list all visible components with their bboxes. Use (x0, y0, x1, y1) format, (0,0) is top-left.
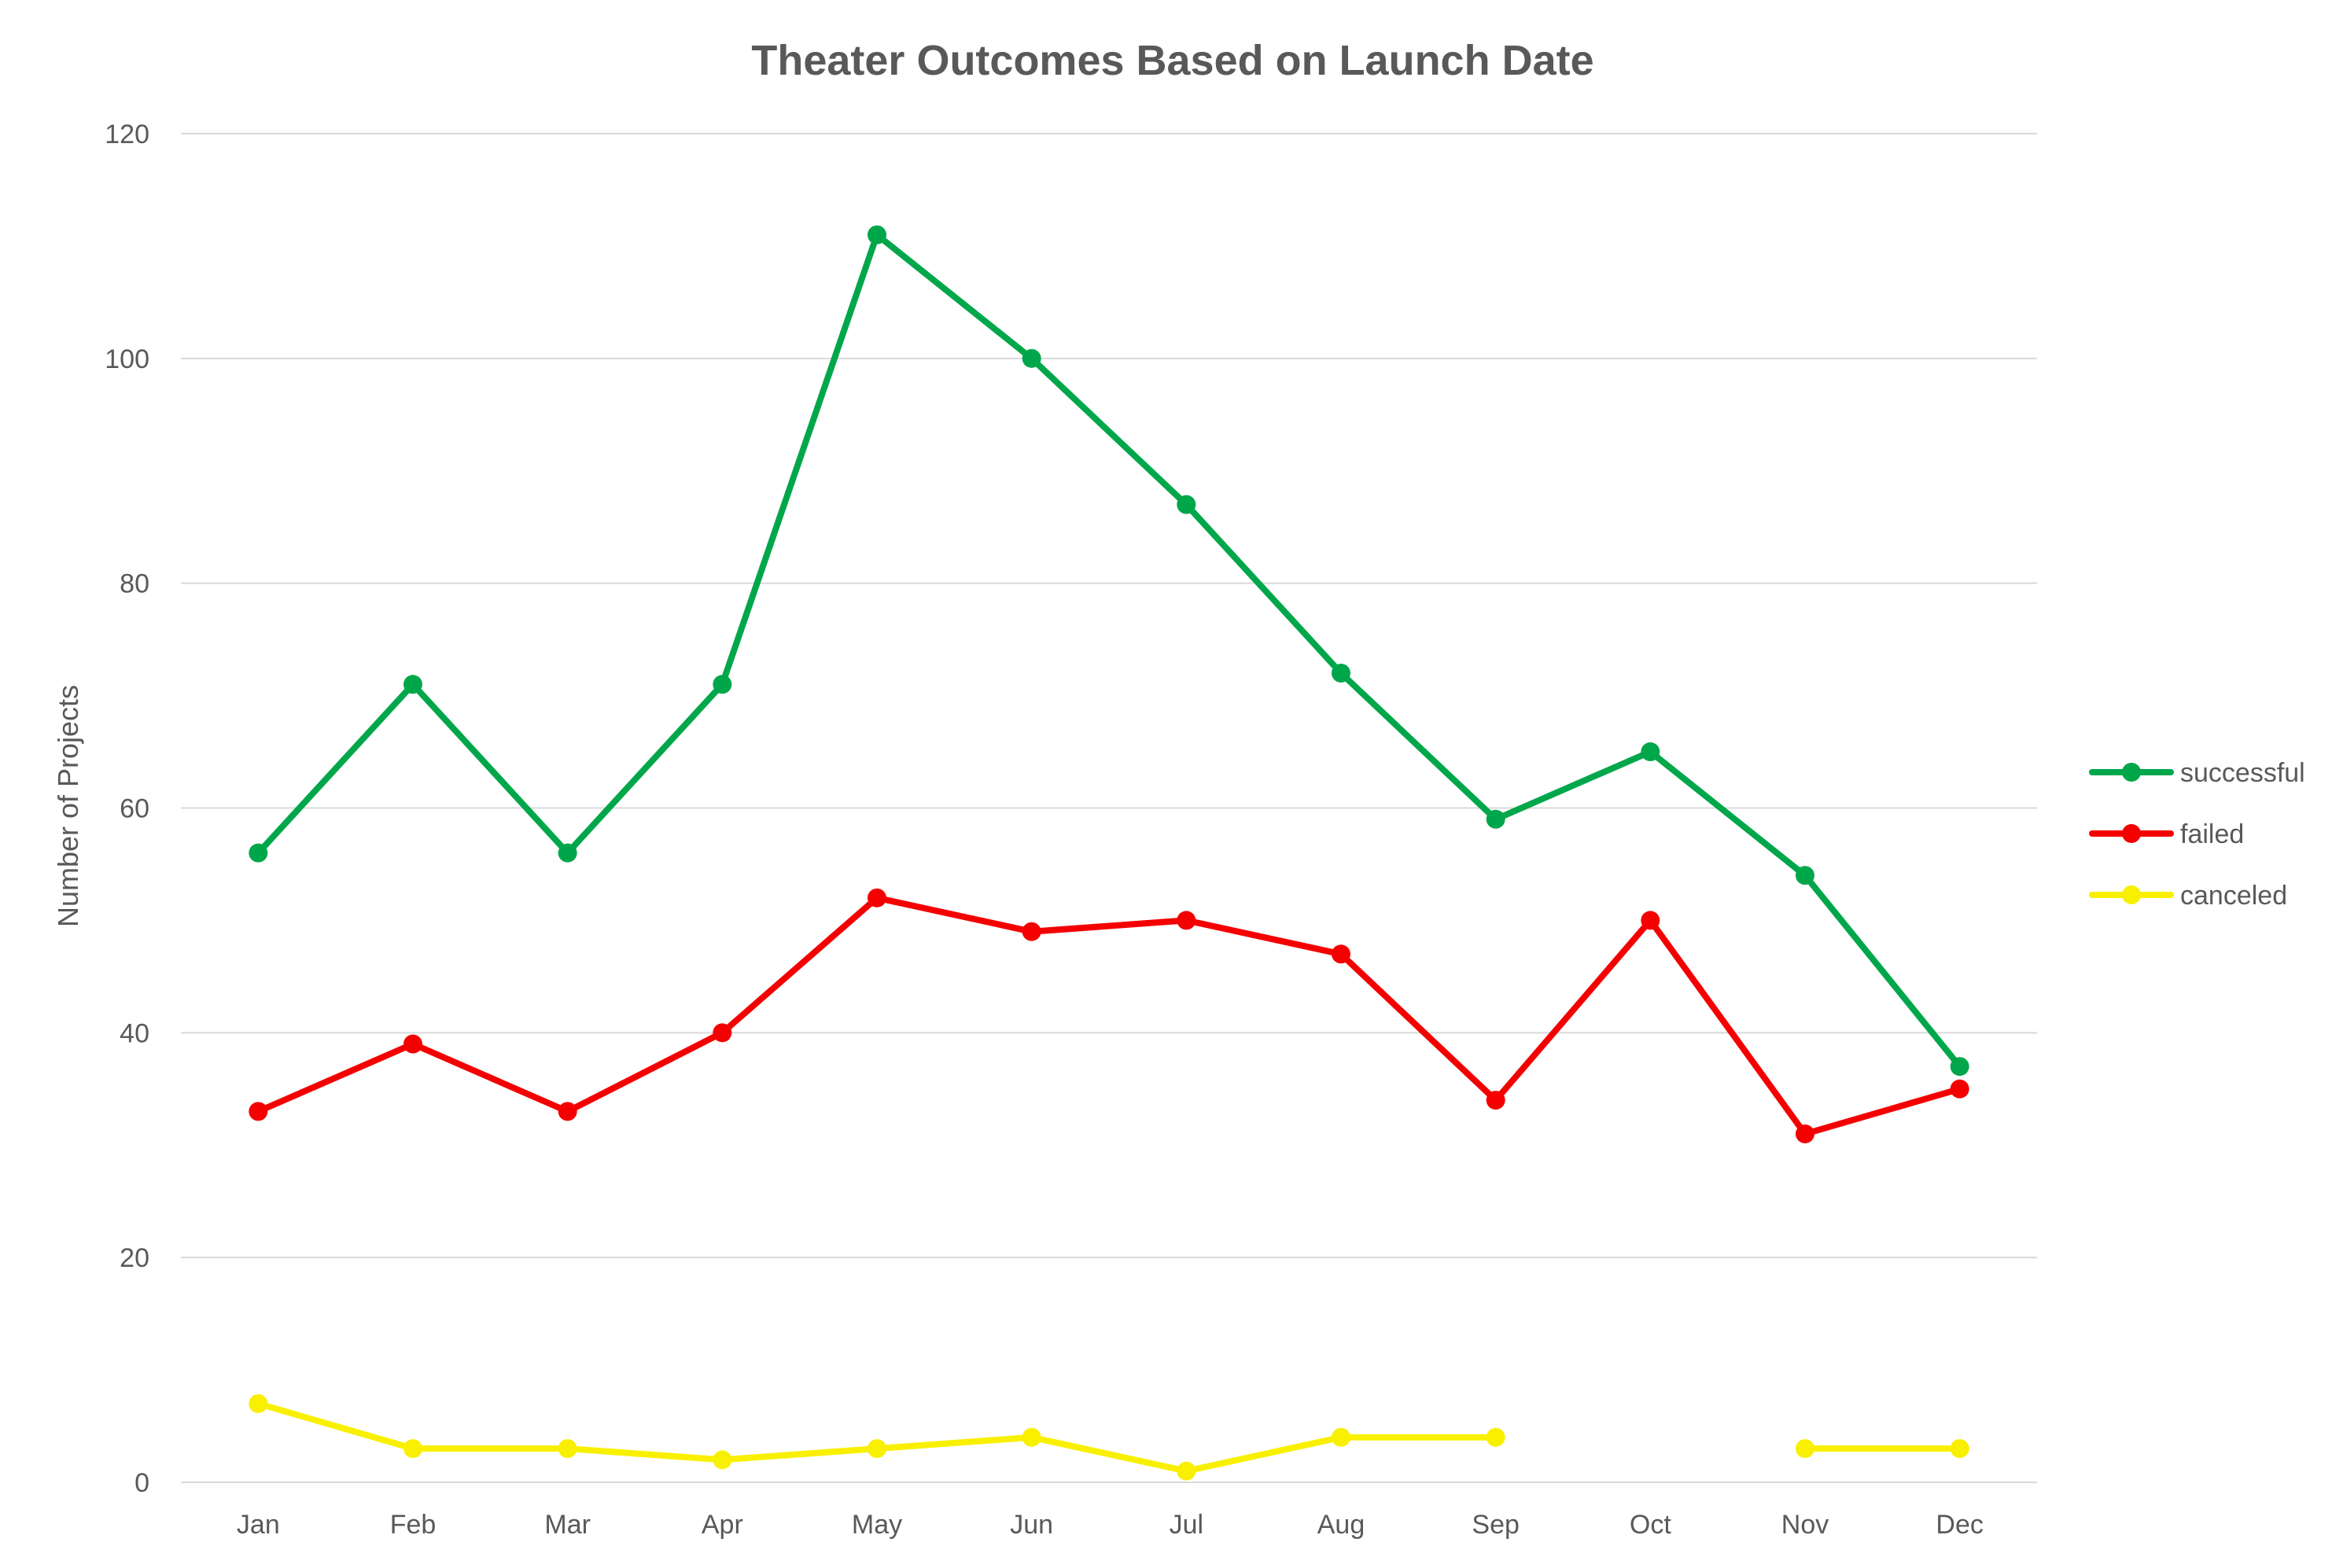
data-point-successful (1486, 809, 1505, 829)
data-point-successful (558, 843, 577, 863)
x-axis-ticks: Jan Feb Mar Apr May Jun Jul Aug Sep Oct Nov Dec (237, 1510, 1984, 1540)
x-tick-label: Apr (702, 1510, 743, 1540)
gridlines (181, 133, 2037, 1483)
data-point-successful (1177, 495, 1196, 514)
data-point-failed (1177, 911, 1196, 930)
data-point-failed (1332, 944, 1350, 964)
data-point-canceled (249, 1393, 268, 1413)
series-line-failed (255, 894, 1963, 1137)
x-tick-label: Mar (544, 1510, 591, 1540)
data-point-canceled (1950, 1439, 1969, 1459)
data-point-canceled (1796, 1439, 1814, 1459)
y-tick-label: 60 (120, 794, 149, 824)
legend-label: successful (2180, 758, 2305, 788)
data-point-canceled (1486, 1427, 1505, 1447)
data-point-failed (1486, 1091, 1505, 1110)
data-point-failed (249, 1102, 268, 1121)
data-point-successful (1641, 742, 1660, 762)
data-point-canceled (713, 1450, 732, 1470)
legend: successful failed canceled (2089, 758, 2305, 911)
chart-title: Theater Outcomes Based on Launch Date (751, 37, 1593, 84)
data-point-successful (868, 225, 886, 245)
x-tick-label: Jul (1170, 1510, 1203, 1540)
data-point-successful (713, 675, 732, 694)
data-point-failed (403, 1034, 422, 1054)
legend-item-canceled: canceled (2089, 881, 2287, 911)
y-tick-label: 20 (120, 1243, 149, 1273)
data-point-successful (1332, 664, 1350, 683)
legend-label: canceled (2180, 881, 2287, 911)
series-canceled (249, 1393, 1969, 1481)
series-failed (249, 888, 1969, 1143)
data-point-canceled (868, 1439, 886, 1459)
data-point-canceled (403, 1439, 422, 1459)
y-axis-title: Number of Projects (52, 685, 84, 927)
series-group (249, 225, 1969, 1481)
x-tick-label: Oct (1630, 1510, 1671, 1540)
data-point-successful (1022, 348, 1041, 368)
data-point-failed (713, 1023, 732, 1043)
series-successful (249, 225, 1969, 1077)
data-point-canceled (1177, 1461, 1196, 1481)
x-tick-label: Sep (1472, 1510, 1520, 1540)
y-tick-label: 100 (105, 344, 149, 374)
legend-label: failed (2180, 819, 2244, 849)
data-point-canceled (1332, 1427, 1350, 1447)
x-tick-label: Feb (390, 1510, 437, 1540)
data-point-canceled (1022, 1427, 1041, 1447)
data-point-failed (558, 1102, 577, 1121)
data-point-successful (403, 675, 422, 694)
data-point-failed (1022, 922, 1041, 941)
x-tick-label: May (852, 1510, 902, 1540)
y-axis-ticks: 0 20 40 60 80 100 120 (105, 120, 149, 1498)
data-point-successful (1950, 1057, 1969, 1077)
data-point-failed (1950, 1079, 1969, 1099)
data-point-successful (249, 843, 268, 863)
y-tick-label: 40 (120, 1018, 149, 1048)
x-tick-label: Nov (1781, 1510, 1829, 1540)
x-tick-label: Dec (1936, 1510, 1983, 1540)
series-line-successful (255, 231, 1963, 1070)
x-tick-label: Aug (1317, 1510, 1365, 1540)
x-tick-label: Jan (237, 1510, 280, 1540)
series-line-canceled (255, 1400, 1499, 1474)
data-point-canceled (558, 1439, 577, 1459)
legend-marker (2122, 824, 2141, 843)
data-point-failed (1641, 911, 1660, 930)
data-point-successful (1796, 866, 1814, 885)
legend-item-failed: failed (2089, 819, 2244, 849)
x-tick-label: Jun (1010, 1510, 1053, 1540)
data-point-failed (1796, 1124, 1814, 1143)
y-tick-label: 0 (134, 1468, 149, 1498)
y-tick-label: 120 (105, 120, 149, 149)
legend-marker (2122, 763, 2141, 782)
y-tick-label: 80 (120, 569, 149, 599)
legend-marker (2122, 885, 2141, 904)
legend-item-successful: successful (2089, 758, 2305, 788)
data-point-failed (868, 888, 886, 907)
